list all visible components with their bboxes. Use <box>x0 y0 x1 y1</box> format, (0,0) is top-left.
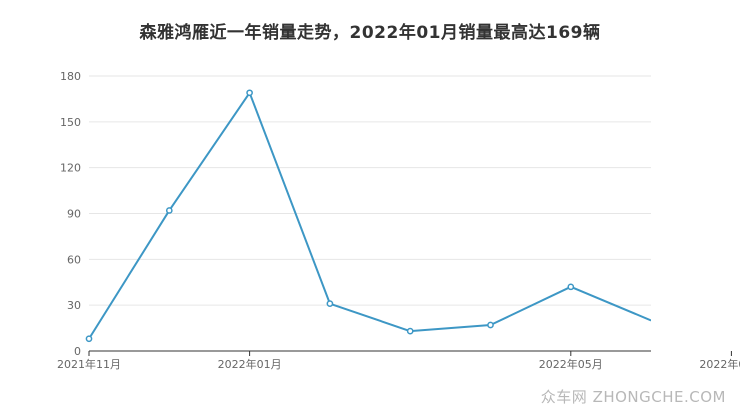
y-tick-label: 150 <box>60 116 81 129</box>
y-tick-label: 30 <box>67 299 81 312</box>
data-point <box>85 335 93 343</box>
watermark: 众车网 ZHONGCHE.COM <box>540 388 726 406</box>
series-line <box>88 91 651 340</box>
x-tick-label: 2022年05月 <box>539 357 603 371</box>
x-tick-label: 2022年01月 <box>218 357 282 371</box>
data-point <box>165 207 173 214</box>
x-tick-label: 2022年07月 <box>699 357 740 371</box>
data-point <box>326 300 334 307</box>
data-point <box>567 283 575 291</box>
chart-title: 森雅鸿雁近一年销量走势，2022年01月销量最高达169辆 <box>139 23 601 43</box>
x-tick-label: 2021年11月 <box>57 357 121 371</box>
data-point <box>406 327 414 335</box>
y-tick-label: 0 <box>74 345 81 358</box>
y-tick-label: 60 <box>67 253 81 266</box>
data-point <box>487 321 494 329</box>
y-tick-label: 120 <box>60 162 81 175</box>
data-point <box>246 89 253 97</box>
y-tick-label: 90 <box>67 208 81 221</box>
y-tick-label: 180 <box>60 70 81 83</box>
